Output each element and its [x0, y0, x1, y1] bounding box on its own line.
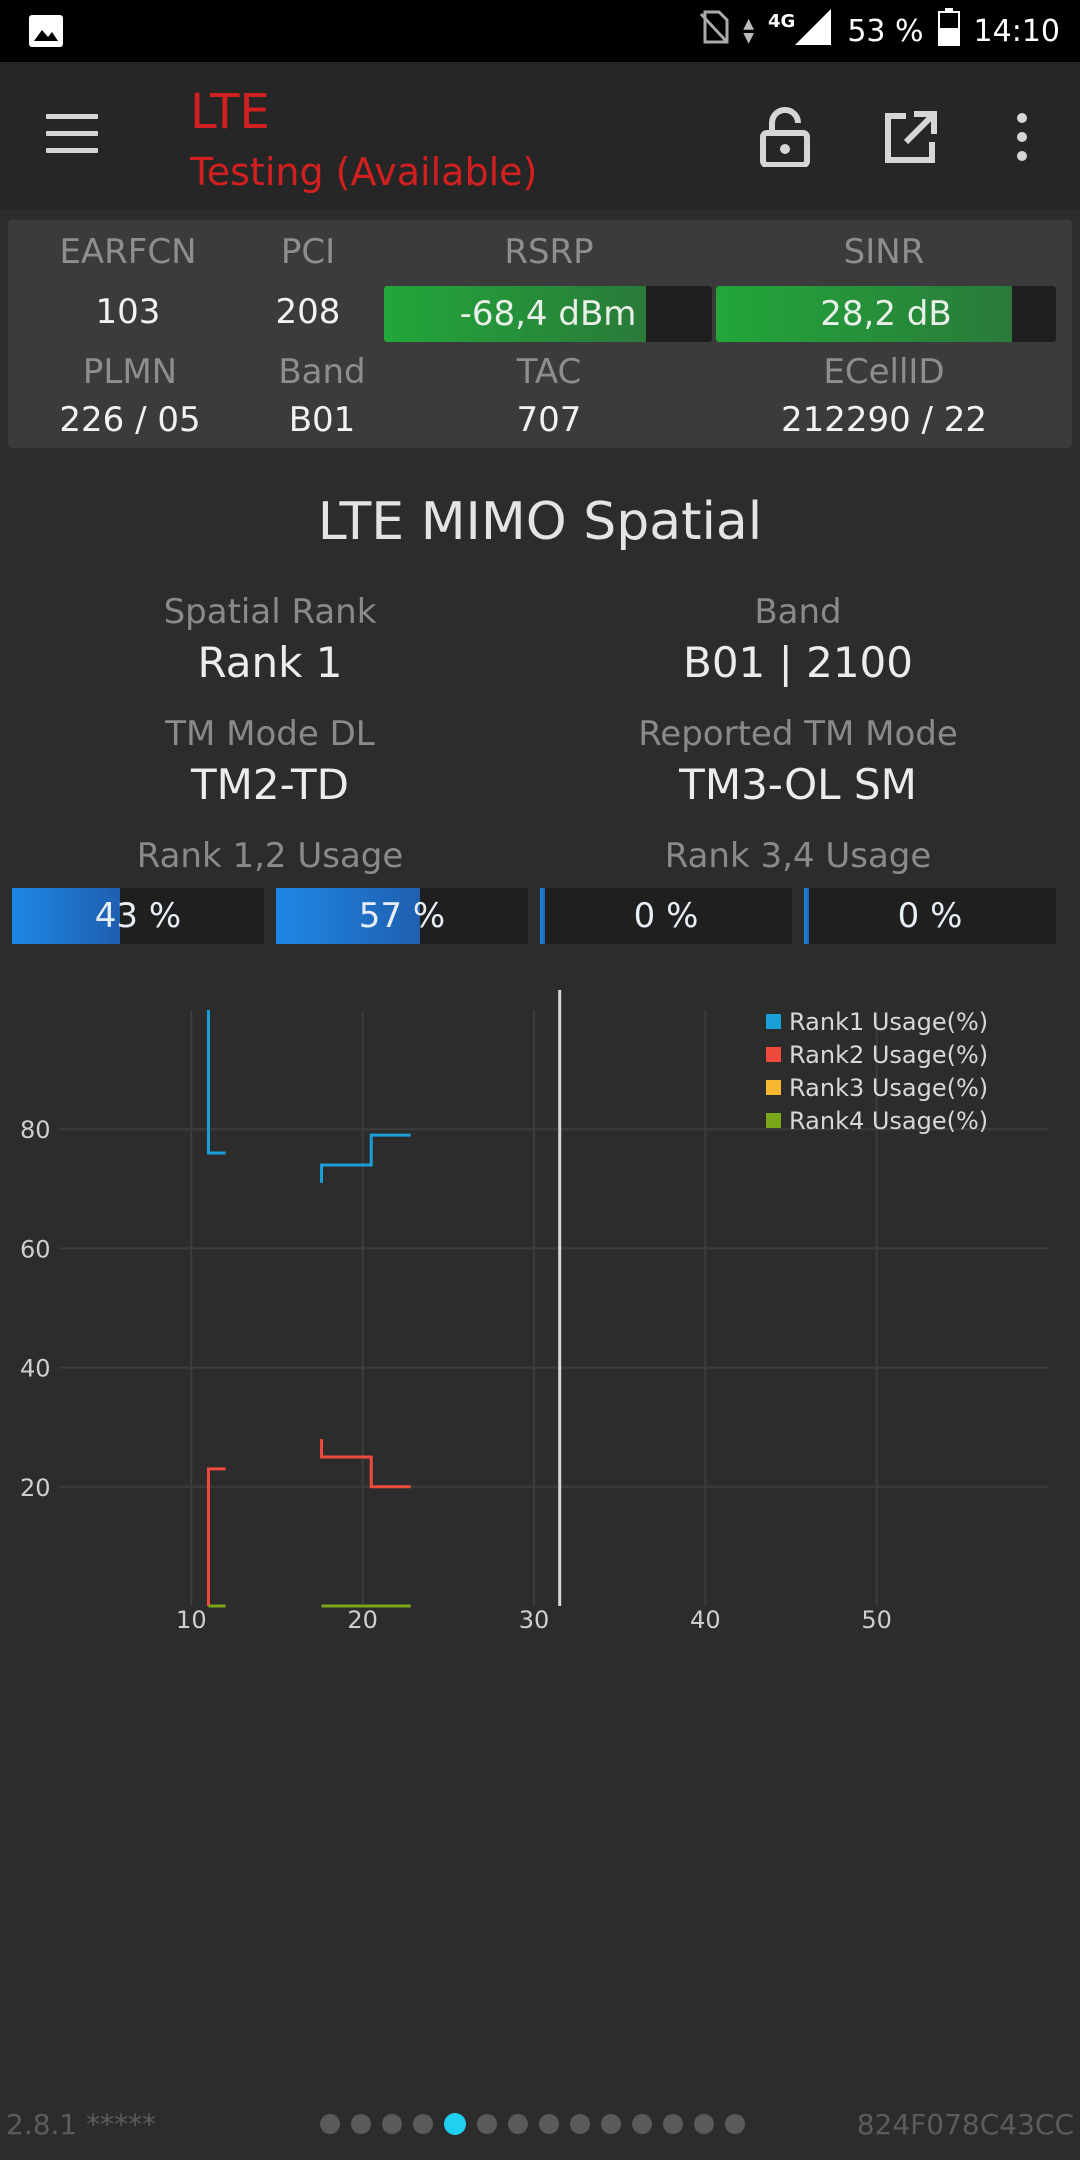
legend-swatch [766, 1080, 781, 1095]
spatial-rank-label: Spatial Rank [163, 592, 377, 632]
device-id: 824F078C43CC [856, 2108, 1074, 2141]
page-dot[interactable] [413, 2114, 433, 2134]
legend-label: Rank3 Usage(%) [789, 1074, 988, 1102]
app-title: LTE [190, 84, 270, 140]
cell-info-panel: EARFCN 103 PCI 208 RSRP -68,4 dBm SINR 2… [8, 220, 1072, 448]
rsrp-value: -68,4 dBm [459, 294, 637, 334]
x-tick-label: 10 [176, 1606, 207, 1634]
rsrp-label: RSRP [504, 232, 594, 272]
pci-label: PCI [280, 232, 336, 272]
x-tick-label: 30 [519, 1606, 550, 1634]
page-dot[interactable] [539, 2114, 559, 2134]
plmn-label: PLMN [82, 352, 178, 392]
image-icon [28, 14, 64, 52]
signal-icon [793, 7, 833, 55]
clock: 14:10 [973, 13, 1060, 49]
y-tick-label: 40 [20, 1355, 51, 1383]
rank12-usage-label: Rank 1,2 Usage [136, 836, 404, 876]
legend-label: Rank4 Usage(%) [789, 1107, 988, 1135]
legend-swatch [766, 1113, 781, 1128]
series-line-rank2 [320, 1439, 411, 1489]
page-dot[interactable] [508, 2114, 528, 2134]
legend-swatch [766, 1047, 781, 1062]
x-tick-label: 50 [861, 1606, 892, 1634]
reported-tm-label: Reported TM Mode [638, 714, 958, 754]
page-dot[interactable] [725, 2114, 745, 2134]
series-line-rank2 [206, 1467, 226, 1606]
no-sim-icon [699, 10, 729, 52]
earfcn-value: 103 [95, 292, 161, 332]
app-subtitle: Testing (Available) [190, 150, 538, 194]
tac-value: 707 [516, 400, 582, 440]
spatial-rank-value: Rank 1 [197, 638, 343, 687]
band-value: B01 [288, 400, 356, 440]
x-tick-label: 20 [347, 1606, 378, 1634]
rank3-usage-value: 0 % [633, 896, 699, 936]
pci-value: 208 [275, 292, 341, 332]
page-dot[interactable] [477, 2114, 497, 2134]
version-text: 2.8.1 ***** [6, 2108, 157, 2141]
page-dot[interactable] [663, 2114, 683, 2134]
network-type: 4G [768, 10, 796, 32]
lock-open-icon[interactable] [758, 107, 812, 171]
page-dot[interactable] [570, 2114, 590, 2134]
rank1-usage-bar: 43 % [12, 888, 264, 944]
tm-mode-dl-value: TM2-TD [191, 760, 349, 809]
rank4-usage-bar: 0 % [804, 888, 1056, 944]
app-bar: LTE Testing (Available) [0, 62, 1080, 210]
ecellid-value: 212290 / 22 [780, 400, 988, 440]
y-tick-label: 80 [20, 1116, 51, 1144]
rank3-usage-bar: 0 % [540, 888, 792, 944]
y-tick-label: 60 [20, 1235, 51, 1263]
page-dot[interactable] [601, 2114, 621, 2134]
page-dot[interactable] [320, 2114, 340, 2134]
series-line-rank1 [320, 1133, 411, 1183]
ecellid-label: ECellID [823, 352, 945, 392]
rank-usage-chart: 10 20 30 40 50 20 40 60 80 Rank1 Usage(%) Rank2 Us… [20, 990, 1048, 1634]
page-dot[interactable] [382, 2114, 402, 2134]
more-vert-icon[interactable] [1010, 112, 1034, 166]
band-detail-label: Band [754, 592, 842, 632]
series-line-rank1 [206, 1010, 226, 1155]
legend-label: Rank1 Usage(%) [789, 1008, 988, 1036]
earfcn-label: EARFCN [59, 232, 197, 272]
status-bar: ▲ ▼ 4G 53 % 14:10 [0, 0, 1080, 62]
legend-swatch [766, 1014, 781, 1029]
rank2-usage-value: 57 % [358, 896, 446, 936]
band-label: Band [278, 352, 366, 392]
page-dot[interactable] [632, 2114, 652, 2134]
rank2-usage-bar: 57 % [276, 888, 528, 944]
tm-mode-dl-label: TM Mode DL [165, 714, 375, 754]
battery-icon [937, 8, 960, 54]
legend-label: Rank2 Usage(%) [789, 1041, 988, 1069]
tac-label: TAC [516, 352, 582, 392]
sinr-label: SINR [843, 232, 925, 272]
page-dot[interactable] [444, 2113, 466, 2135]
sinr-value: 28,2 dB [820, 294, 952, 334]
sinr-meter: 28,2 dB [716, 286, 1056, 342]
data-arrows-icon: ▲ ▼ [743, 16, 754, 46]
y-tick-label: 20 [20, 1474, 51, 1502]
x-tick-label: 40 [690, 1606, 721, 1634]
section-title: LTE MIMO Spatial [317, 492, 763, 552]
plmn-value: 226 / 05 [59, 400, 201, 440]
open-external-icon[interactable] [882, 110, 938, 170]
menu-icon[interactable] [46, 114, 98, 154]
page-indicator[interactable] [320, 2113, 745, 2135]
band-detail-value: B01 | 2100 [683, 638, 913, 687]
page-dot[interactable] [694, 2114, 714, 2134]
rank4-usage-value: 0 % [897, 896, 963, 936]
rank1-usage-value: 43 % [94, 896, 182, 936]
battery-text: 53 % [847, 13, 924, 49]
rank34-usage-label: Rank 3,4 Usage [664, 836, 932, 876]
page-dot[interactable] [351, 2114, 371, 2134]
rsrp-meter: -68,4 dBm [384, 286, 712, 342]
reported-tm-value: TM3-OL SM [679, 760, 917, 809]
